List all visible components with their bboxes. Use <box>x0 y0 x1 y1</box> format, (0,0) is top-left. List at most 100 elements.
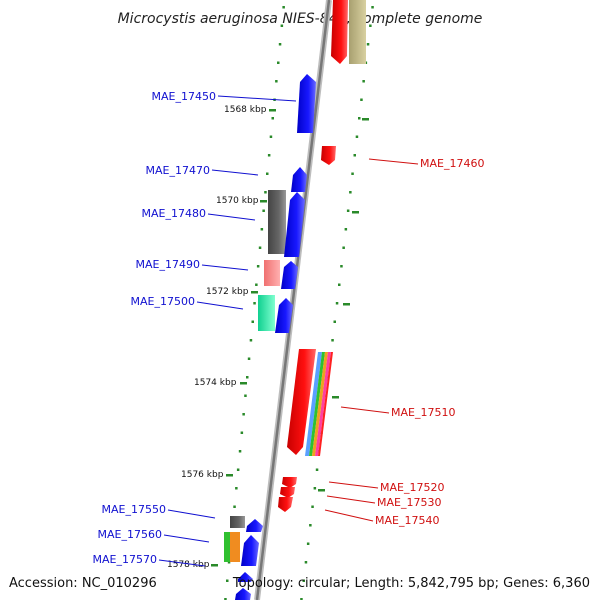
gene-label-MAE_17450[interactable]: MAE_17450 <box>152 90 216 103</box>
gene-label-MAE_17520[interactable]: MAE_17520 <box>380 481 444 494</box>
gene-label-MAE_17490[interactable]: MAE_17490 <box>136 258 200 271</box>
tick-dot <box>315 468 319 471</box>
tick-dot <box>333 320 336 323</box>
gene-MAE_17570[interactable] <box>235 572 253 600</box>
accession-label: Accession: NC_010296 <box>9 576 157 591</box>
tick-dot <box>338 283 341 286</box>
tick-dot <box>282 6 285 9</box>
tick-dot <box>335 302 339 305</box>
tick-dot <box>369 24 372 27</box>
genome-backbone <box>254 0 332 600</box>
tick-dot <box>275 80 278 83</box>
tick-dot <box>224 598 227 600</box>
tick-dot <box>309 524 312 527</box>
gene-label-MAE_17540[interactable]: MAE_17540 <box>375 514 439 527</box>
tick-dot <box>353 154 356 157</box>
tick-dot <box>236 468 240 471</box>
tick-label: 1578 kbp <box>167 560 210 570</box>
tick-dot <box>266 172 269 175</box>
scale-ticks-right <box>318 118 369 492</box>
tick-dot <box>300 598 303 600</box>
gene-MAE_17450[interactable] <box>297 74 316 133</box>
gene-label-MAE_17560[interactable]: MAE_17560 <box>98 528 162 541</box>
tick-dot <box>260 228 264 231</box>
gene-label-MAE_17570[interactable]: MAE_17570 <box>93 553 157 566</box>
gene-MAE_17460[interactable] <box>321 146 336 165</box>
gene-MAE_17480[interactable] <box>268 190 305 257</box>
tick-label: 1570 kbp <box>216 196 259 206</box>
labels-left: MAE_17450 MAE_17470 MAE_17480 MAE_17490 … <box>93 90 297 567</box>
tick-dot <box>262 209 265 212</box>
tick-label: 1568 kbp <box>224 105 267 115</box>
tick-dot <box>340 265 343 268</box>
gene-label-MAE_17530[interactable]: MAE_17530 <box>377 496 441 509</box>
tick-dot <box>242 413 245 416</box>
tick-dot <box>280 24 284 27</box>
tick-dot <box>227 561 231 564</box>
tick-dot <box>253 302 256 305</box>
tick-dot <box>358 117 361 120</box>
tick-dot <box>351 172 354 175</box>
tick-dot <box>233 505 236 508</box>
tick-dot <box>247 357 251 360</box>
gene-label-MAE_17460[interactable]: MAE_17460 <box>420 157 484 170</box>
tick-dot <box>302 579 305 582</box>
tick-dot <box>264 191 267 194</box>
gene-label-MAE_17510[interactable]: MAE_17510 <box>391 406 455 419</box>
tick-dot <box>246 376 249 379</box>
genes-forward <box>224 74 316 600</box>
tick-dot <box>251 320 254 323</box>
tick-dot <box>235 487 238 490</box>
gene-MAE_17540[interactable] <box>278 497 293 512</box>
tick-label: 1572 kbp <box>206 287 249 297</box>
tick-dot <box>342 246 345 249</box>
tick-dot <box>277 61 280 64</box>
tick-dot <box>244 394 247 397</box>
tick-dot <box>349 191 352 194</box>
tick-dot <box>226 579 229 582</box>
tick-dot <box>366 43 370 46</box>
gene-MAE_17560[interactable] <box>224 532 259 566</box>
tick-dot <box>346 209 350 212</box>
tick-dot <box>269 135 273 138</box>
scale-ticks: 1568 kbp 1570 kbp 1572 kbp 1574 kbp 1576… <box>167 105 276 570</box>
tick-dot <box>331 339 334 342</box>
gene-MAE_17530[interactable] <box>280 487 295 498</box>
tick-dot <box>240 431 244 434</box>
gene-label-MAE_17480[interactable]: MAE_17480 <box>142 207 206 220</box>
gene-MAE_17510[interactable] <box>287 349 333 456</box>
tick-dot <box>304 561 308 564</box>
gene-top-red[interactable] <box>331 0 348 64</box>
tick-label: 1574 kbp <box>194 378 237 388</box>
tick-dot <box>313 487 317 490</box>
map-title: Microcystis aeruginosa NIES-843, complet… <box>118 11 483 27</box>
gene-label-MAE_17500[interactable]: MAE_17500 <box>131 295 195 308</box>
gene-label-MAE_17470[interactable]: MAE_17470 <box>146 164 210 177</box>
topology-label: Topology: circular; Length: 5,842,795 bp… <box>232 576 590 591</box>
tick-dot <box>256 265 260 268</box>
tick-dot <box>355 135 359 138</box>
tick-dot <box>362 80 365 83</box>
tick-dot <box>278 43 282 46</box>
gene-top-olive[interactable] <box>349 0 366 64</box>
tick-dot <box>249 339 253 342</box>
tick-dot <box>258 246 262 249</box>
tick-dot <box>371 6 374 9</box>
gene-MAE_17520[interactable] <box>282 477 297 488</box>
tick-label: 1576 kbp <box>181 470 224 480</box>
tick-dot <box>306 542 310 545</box>
gene-MAE_17490[interactable] <box>264 260 298 289</box>
labels-right: MAE_17460 MAE_17510 MAE_17520 MAE_17530 … <box>324 157 484 527</box>
tick-dot <box>271 117 274 120</box>
tick-dot <box>238 450 242 453</box>
gene-MAE_17470[interactable] <box>291 167 307 192</box>
tick-dot <box>360 98 363 101</box>
gene-MAE_17550[interactable] <box>230 516 263 532</box>
gene-label-MAE_17550[interactable]: MAE_17550 <box>102 503 166 516</box>
tick-dot <box>255 283 258 286</box>
tick-dot <box>311 505 314 508</box>
gene-MAE_17500[interactable] <box>258 295 293 333</box>
tick-track-left <box>224 6 285 600</box>
